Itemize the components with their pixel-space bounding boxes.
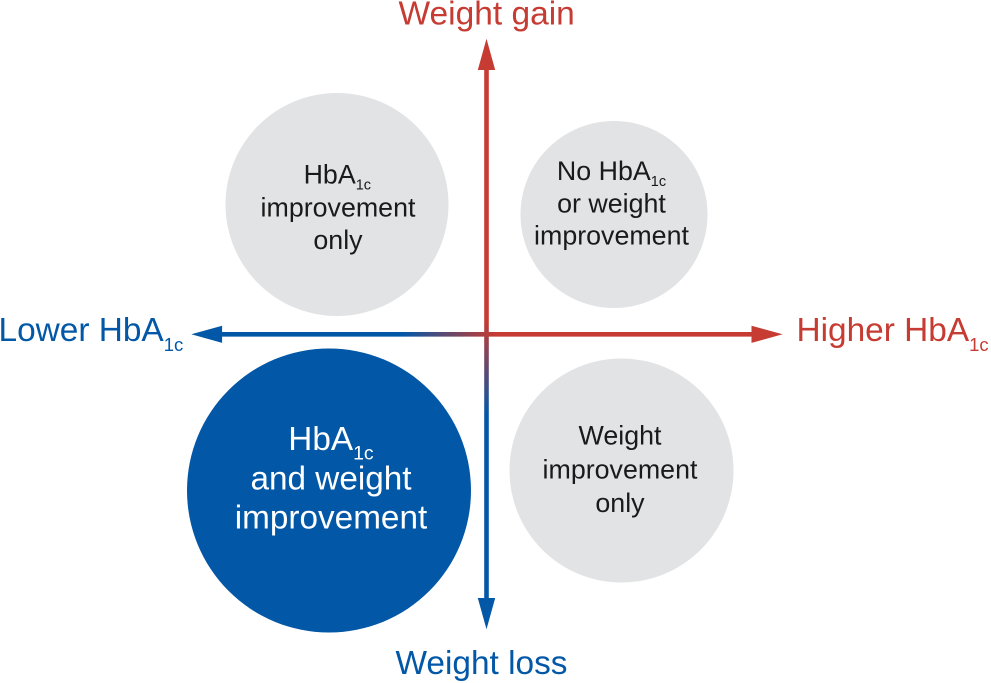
svg-text:Weight: Weight bbox=[579, 421, 662, 451]
svg-text:Weight loss: Weight loss bbox=[396, 645, 568, 682]
svg-text:only: only bbox=[313, 225, 363, 255]
svg-text:Higher HbA1c: Higher HbA1c bbox=[797, 312, 989, 355]
svg-text:or weight: or weight bbox=[557, 188, 666, 218]
svg-text:Weight gain: Weight gain bbox=[399, 0, 575, 33]
svg-text:improvement: improvement bbox=[235, 499, 427, 536]
svg-text:HbA1c: HbA1c bbox=[288, 421, 374, 465]
svg-text:improvement: improvement bbox=[543, 454, 698, 484]
svg-text:Lower HbA1c: Lower HbA1c bbox=[0, 312, 183, 355]
svg-text:improvement: improvement bbox=[534, 221, 689, 251]
svg-text:only: only bbox=[595, 488, 645, 518]
svg-text:and weight: and weight bbox=[250, 460, 411, 497]
svg-text:No HbA1c: No HbA1c bbox=[557, 156, 666, 190]
svg-text:improvement: improvement bbox=[261, 193, 416, 223]
